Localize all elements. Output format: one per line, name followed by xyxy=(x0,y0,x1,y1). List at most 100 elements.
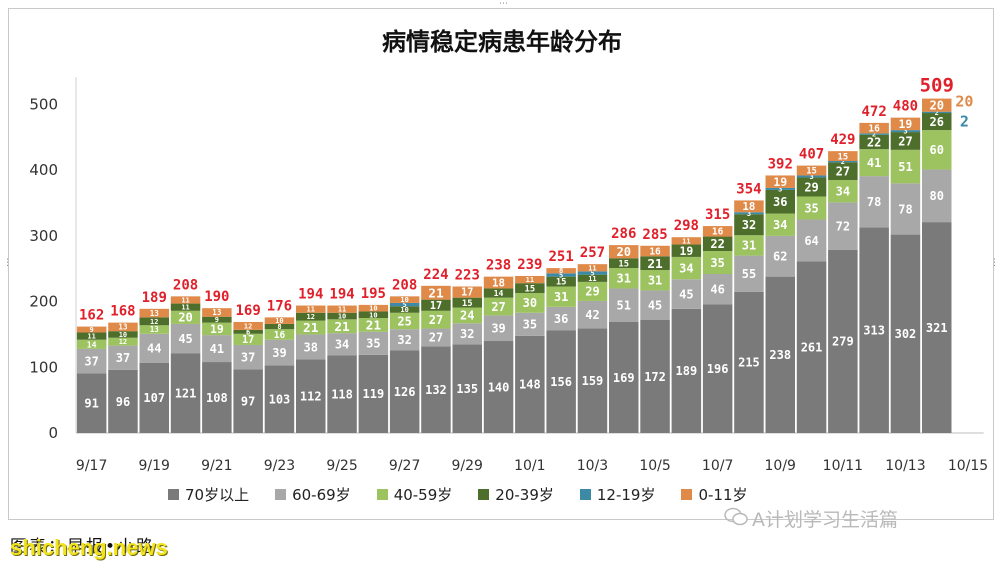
data-label: 321 xyxy=(926,321,948,335)
bar-segment xyxy=(765,175,795,188)
data-label: 35 xyxy=(710,256,724,270)
data-label: 2 xyxy=(872,131,876,139)
data-label: 3 xyxy=(809,173,813,181)
legend-label: 0-11岁 xyxy=(698,486,748,504)
x-tick-label: 9/23 xyxy=(264,458,295,474)
bar-segment xyxy=(389,329,420,351)
bar-segment xyxy=(452,297,482,308)
bar-segment xyxy=(890,130,921,133)
bar-segment xyxy=(609,268,639,289)
total-label: 238 xyxy=(486,258,511,274)
total-label: 162 xyxy=(79,308,104,324)
data-label: 46 xyxy=(710,282,724,296)
data-label: 107 xyxy=(143,391,165,405)
bar-segment xyxy=(609,245,639,259)
data-label: 17 xyxy=(461,288,473,299)
data-label: 16 xyxy=(868,124,880,135)
data-label: 78 xyxy=(898,202,912,216)
data-label: 6 xyxy=(246,328,250,336)
bar-segment xyxy=(734,291,764,433)
bar-segment xyxy=(577,271,608,275)
bar-segment xyxy=(640,270,670,291)
data-label: 169 xyxy=(613,371,635,385)
total-label: 480 xyxy=(893,99,918,115)
bar-segment xyxy=(577,264,608,272)
bar-segment xyxy=(233,344,263,370)
data-label: 37 xyxy=(241,350,255,364)
bar-segment xyxy=(170,310,201,324)
bar-segment xyxy=(358,331,389,355)
bar-segment xyxy=(264,323,295,330)
wechat-icon xyxy=(724,507,748,526)
data-label: 20 xyxy=(929,99,944,113)
bar-segment xyxy=(483,341,514,433)
bar-segment xyxy=(546,276,576,287)
data-label: 15 xyxy=(556,278,567,288)
data-label: 10 xyxy=(119,331,127,339)
data-label: 34 xyxy=(836,185,850,199)
bar-segment xyxy=(139,362,169,433)
data-label: 51 xyxy=(617,299,631,313)
data-label: 62 xyxy=(773,250,787,264)
data-label: 15 xyxy=(525,284,536,294)
total-label: 208 xyxy=(392,277,417,293)
data-label: 15 xyxy=(806,167,817,177)
data-label: 10 xyxy=(275,317,283,325)
bar-segment xyxy=(358,304,389,312)
bar-segment xyxy=(296,312,326,321)
data-label: 29 xyxy=(804,180,818,194)
bar-segment xyxy=(702,304,733,433)
data-label: 9 xyxy=(90,326,94,334)
bar-segment xyxy=(170,303,201,311)
bar-segment xyxy=(421,328,451,347)
data-label: 36 xyxy=(773,195,787,209)
data-label: 41 xyxy=(867,156,881,170)
bar-segment xyxy=(139,325,169,334)
bar-segment xyxy=(796,196,827,220)
side-data-label: 2 xyxy=(960,113,969,131)
data-label: 25 xyxy=(397,314,411,328)
legend-item: 12-19岁 xyxy=(579,484,655,505)
data-label: 97 xyxy=(241,394,255,408)
bar-segment xyxy=(702,236,733,252)
data-label: 21 xyxy=(366,319,382,334)
total-label: 208 xyxy=(173,277,198,293)
legend-label: 40-59岁 xyxy=(393,486,453,504)
data-label: 32 xyxy=(397,333,411,347)
bar-segment xyxy=(358,354,389,433)
bar-segment xyxy=(389,302,420,307)
data-label: 19 xyxy=(899,117,913,131)
data-label: 5 xyxy=(403,301,407,309)
total-label: 190 xyxy=(204,289,229,305)
x-tick-label: 9/29 xyxy=(452,458,483,474)
bar-segment xyxy=(76,348,107,374)
bar-segment xyxy=(76,339,107,349)
data-label: 13 xyxy=(150,325,160,334)
bar-segment xyxy=(922,113,952,131)
data-label: 12 xyxy=(119,338,127,346)
data-label: 172 xyxy=(644,370,666,384)
bar-segment xyxy=(202,308,232,317)
x-tick-label: 9/25 xyxy=(326,458,357,474)
bar-segment xyxy=(108,345,138,370)
data-label: 2 xyxy=(841,158,845,166)
bar-segment xyxy=(233,369,263,433)
data-label: 27 xyxy=(836,165,850,179)
x-tick-label: 10/1 xyxy=(514,458,545,474)
bar-segment xyxy=(202,316,232,323)
bar-segment xyxy=(515,293,545,313)
bar-segment xyxy=(108,331,138,338)
bar-segment xyxy=(890,149,921,184)
data-label: 11 xyxy=(682,237,690,245)
data-label: 80 xyxy=(930,189,944,203)
bar-segment xyxy=(577,274,608,282)
y-tick-label: 100 xyxy=(29,358,58,376)
bar-segment xyxy=(483,297,514,316)
bar-segment xyxy=(577,300,608,329)
bar-segment xyxy=(765,213,795,236)
bar-segment xyxy=(264,339,295,366)
bar-segment xyxy=(890,234,921,433)
bar-segment xyxy=(452,286,482,298)
data-label: 21 xyxy=(334,320,350,335)
bar-segment xyxy=(890,117,921,131)
